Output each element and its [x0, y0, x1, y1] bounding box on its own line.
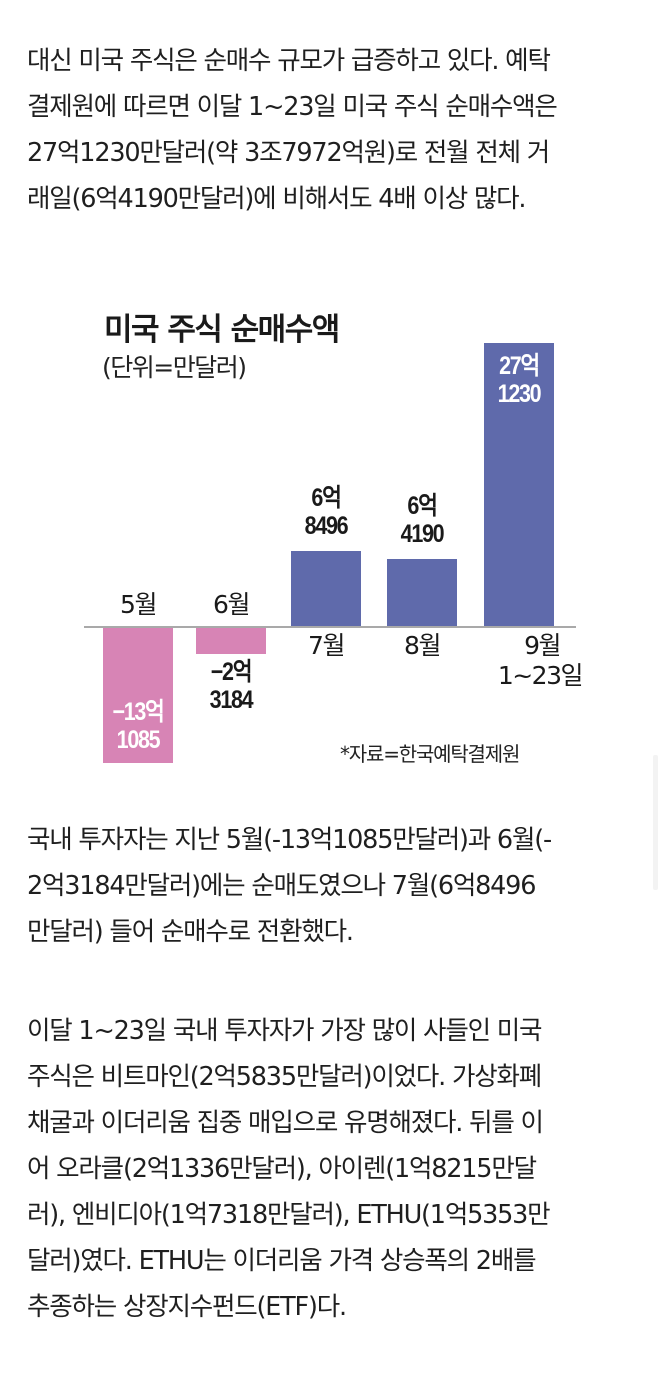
text-line: 주식은 비트마인(2억5835만달러)이었다. 가상화폐	[27, 1062, 542, 1092]
value-label-august: 6억 4190	[400, 492, 445, 548]
bar-june	[196, 627, 266, 654]
month-label-june: 6월	[213, 590, 250, 619]
value-label-july: 6억 8496	[304, 484, 349, 540]
text-line: 국내 투자자는 지난 5월(-13억1085만달러)과 6월(-	[27, 825, 552, 855]
chart-source: *자료=한국예탁결제원	[340, 742, 520, 766]
text-line: 래일(6억4190만달러)에 비해서도 4배 이상 많다.	[27, 184, 527, 214]
article-paragraph-3: 이달 1~23일 국내 투자자가 가장 많이 사들인 미국 주식은 비트마인(2…	[27, 1008, 639, 1330]
chart-title: 미국 주식 순매수액	[104, 312, 340, 348]
value-label-september: 27억 1230	[497, 352, 542, 408]
text-line: 만달러) 들어 순매수로 전환했다.	[27, 917, 354, 947]
text-line: 채굴과 이더리움 집중 매입으로 유명해졌다. 뒤를 이	[27, 1108, 544, 1138]
text-line: 어 오라클(2억1336만달러), 아이렌(1억8215만달	[27, 1154, 537, 1184]
text-line: 27억1230만달러(약 3조7972억원)로 전월 전체 거	[27, 138, 550, 168]
bar-august	[387, 559, 457, 626]
text-line: 결제원에 따르면 이달 1~23일 미국 주식 순매수액은	[27, 92, 558, 122]
value-label-may: −13억 1085	[112, 698, 164, 754]
scrollbar[interactable]	[653, 755, 658, 890]
bar-september	[484, 343, 554, 626]
text-line: 달러)였다. ETHU는 이더리움 가격 상승폭의 2배를	[27, 1246, 537, 1276]
text-line: 대신 미국 주식은 순매수 규모가 급증하고 있다. 예탁	[27, 46, 551, 76]
value-label-june: −2억 3184	[209, 658, 254, 714]
article-paragraph-2: 국내 투자자는 지난 5월(-13억1085만달러)과 6월(- 2억3184만…	[27, 817, 639, 955]
bar-july	[291, 551, 361, 626]
month-label-may: 5월	[120, 590, 157, 619]
month-label-september: 9월 1~23일	[497, 631, 584, 690]
text-line: 2억3184만달러)에는 순매도였으나 7월(6억8496	[27, 871, 536, 901]
bar-may	[103, 627, 173, 763]
net-purchase-bar-chart: 미국 주식 순매수액 (단위=만달러) 5월 −13억 1085 6월 −2억 …	[0, 290, 660, 790]
text-line: 러), 엔비디아(1억7318만달러), ETHU(1억5353만	[27, 1200, 551, 1230]
month-label-july: 7월	[308, 631, 345, 660]
text-line: 추종하는 상장지수펀드(ETF)다.	[27, 1292, 347, 1322]
article-paragraph-1: 대신 미국 주식은 순매수 규모가 급증하고 있다. 예탁 결제원에 따르면 이…	[27, 38, 639, 222]
chart-unit-label: (단위=만달러)	[102, 353, 247, 382]
text-line: 이달 1~23일 국내 투자자가 가장 많이 사들인 미국	[27, 1016, 542, 1046]
month-label-august: 8월	[404, 631, 441, 660]
zero-axis-line	[84, 626, 576, 628]
